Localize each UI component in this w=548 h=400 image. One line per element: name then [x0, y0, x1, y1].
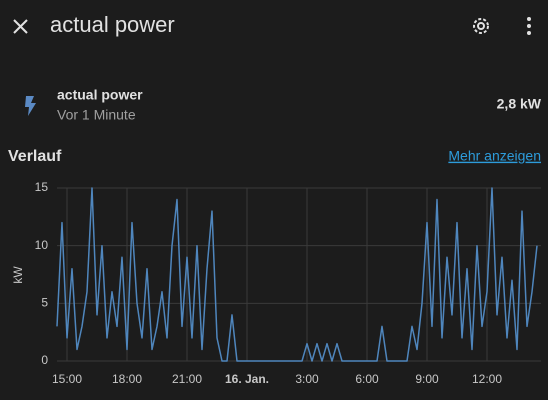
x-tick-label: 15:00 [52, 372, 82, 386]
entity-name: actual power [57, 87, 143, 103]
history-title: Verlauf [8, 148, 62, 165]
y-tick-label: 10 [35, 238, 49, 252]
show-more-link[interactable]: Mehr anzeigen [448, 148, 541, 164]
x-tick-label: 3:00 [295, 372, 319, 386]
entity-time: Vor 1 Minute [57, 107, 136, 123]
x-tick-label: 6:00 [355, 372, 379, 386]
x-tick-label: 18:00 [112, 372, 142, 386]
entity-icon [25, 96, 36, 116]
menu-button[interactable] [527, 17, 531, 35]
y-tick-label: 15 [35, 180, 49, 194]
y-tick-label: 5 [41, 296, 48, 310]
dialog-title: actual power [50, 12, 175, 37]
close-button[interactable] [13, 19, 28, 34]
chart: 0 5 10 15 15:00 18:00 21:00 16. Jan. 3:00 6:00 9:0… [35, 180, 541, 386]
data-line [56, 187, 538, 362]
x-tick-label: 21:00 [172, 372, 202, 386]
x-tick-label: 12:00 [472, 372, 502, 386]
settings-button[interactable] [473, 18, 489, 34]
x-tick-label: 16. Jan. [225, 372, 269, 386]
entity-state: 2,8 kW [497, 96, 542, 112]
y-tick-label: 0 [41, 353, 48, 367]
y-axis-label: kW [11, 266, 25, 284]
x-tick-label: 9:00 [415, 372, 439, 386]
